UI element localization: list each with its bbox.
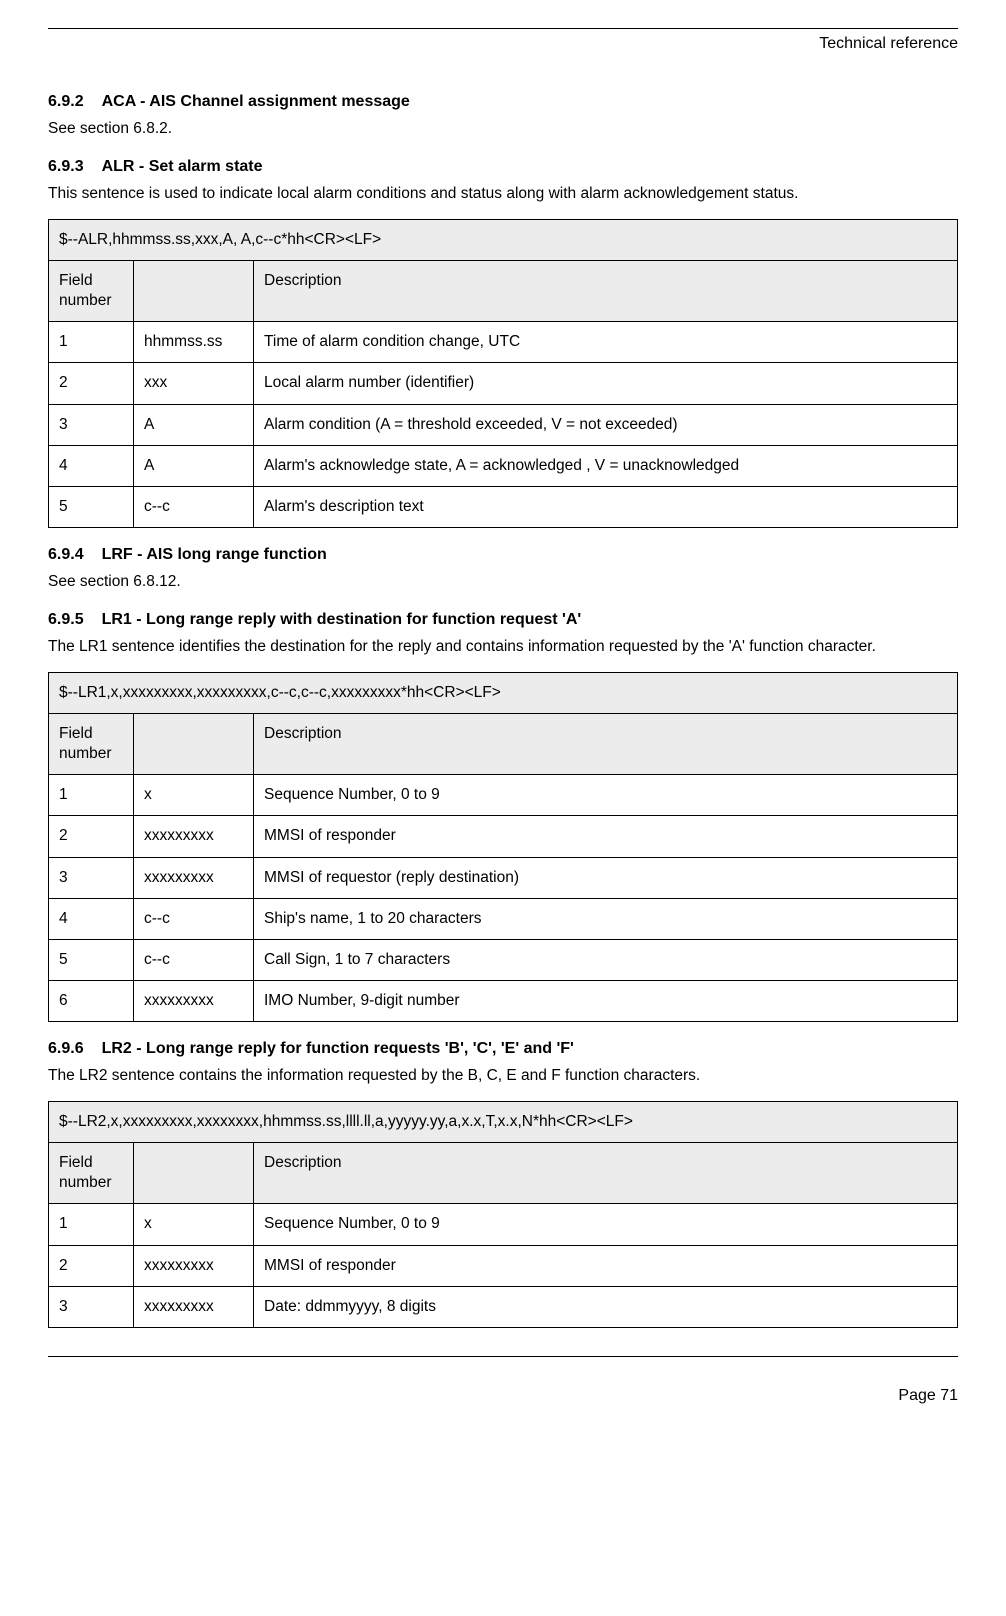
body-693: This sentence is used to indicate local … [48, 184, 958, 205]
cell-desc: IMO Number, 9-digit number [254, 980, 958, 1021]
cell-field: xxxxxxxxx [134, 857, 254, 898]
cell-desc: MMSI of responder [254, 1245, 958, 1286]
col-header [134, 260, 254, 321]
cell-desc: MMSI of responder [254, 816, 958, 857]
table-row: 4 c--c Ship's name, 1 to 20 characters [49, 898, 958, 939]
cell-field: c--c [134, 898, 254, 939]
top-rule [48, 28, 958, 29]
body-692: See section 6.8.2. [48, 119, 958, 140]
cell-field: c--c [134, 939, 254, 980]
cell-desc: Time of alarm condition change, UTC [254, 322, 958, 363]
table-row: 1 hhmmss.ss Time of alarm condition chan… [49, 322, 958, 363]
heading-693: 6.9.3 ALR - Set alarm state [48, 158, 958, 176]
table-row: 1 x Sequence Number, 0 to 9 [49, 775, 958, 816]
table-lr2: $--LR2,x,xxxxxxxxx,xxxxxxxx,hhmmss.ss,ll… [48, 1101, 958, 1328]
cell-desc: MMSI of requestor (reply destination) [254, 857, 958, 898]
cell-desc: Call Sign, 1 to 7 characters [254, 939, 958, 980]
page-number: Page 71 [48, 1387, 958, 1405]
heading-696: 6.9.6 LR2 - Long range reply for function… [48, 1040, 958, 1058]
cell-field: c--c [134, 486, 254, 527]
heading-title: ALR - Set alarm state [102, 158, 263, 175]
table-row: 3 xxxxxxxxx MMSI of requestor (reply des… [49, 857, 958, 898]
cell-num: 4 [49, 445, 134, 486]
cell-num: 2 [49, 1245, 134, 1286]
cell-desc: Sequence Number, 0 to 9 [254, 1204, 958, 1245]
cell-field: xxxxxxxxx [134, 1286, 254, 1327]
col-header [134, 1143, 254, 1204]
table-row: 1 x Sequence Number, 0 to 9 [49, 1204, 958, 1245]
cell-num: 1 [49, 1204, 134, 1245]
col-header: Description [254, 260, 958, 321]
col-header: Field number [49, 713, 134, 774]
cell-desc: Alarm condition (A = threshold exceeded,… [254, 404, 958, 445]
heading-num: 6.9.5 [48, 611, 84, 629]
heading-title: LR2 - Long range reply for function requ… [102, 1040, 574, 1057]
heading-num: 6.9.6 [48, 1040, 84, 1058]
format-cell: $--ALR,hhmmss.ss,xxx,A, A,c--c*hh<CR><LF… [49, 219, 958, 260]
heading-title: LR1 - Long range reply with destination … [102, 611, 582, 628]
table-lr1: $--LR1,x,xxxxxxxxx,xxxxxxxxx,c--c,c--c,x… [48, 672, 958, 1022]
cell-num: 2 [49, 816, 134, 857]
cell-num: 4 [49, 898, 134, 939]
cell-field: hhmmss.ss [134, 322, 254, 363]
cell-num: 6 [49, 980, 134, 1021]
cell-num: 2 [49, 363, 134, 404]
cell-field: A [134, 404, 254, 445]
cell-field: x [134, 775, 254, 816]
cell-desc: Date: ddmmyyyy, 8 digits [254, 1286, 958, 1327]
heading-num: 6.9.4 [48, 546, 84, 564]
heading-num: 6.9.3 [48, 158, 84, 176]
col-header: Description [254, 713, 958, 774]
cell-field: xxxxxxxxx [134, 1245, 254, 1286]
heading-title: LRF - AIS long range function [102, 546, 327, 563]
cell-num: 5 [49, 486, 134, 527]
col-header: Description [254, 1143, 958, 1204]
heading-title: ACA - AIS Channel assignment message [102, 93, 410, 110]
cell-desc: Sequence Number, 0 to 9 [254, 775, 958, 816]
col-header [134, 713, 254, 774]
heading-695: 6.9.5 LR1 - Long range reply with destina… [48, 611, 958, 629]
body-694: See section 6.8.12. [48, 572, 958, 593]
cell-desc: Local alarm number (identifier) [254, 363, 958, 404]
cell-field: A [134, 445, 254, 486]
table-row: 3 A Alarm condition (A = threshold excee… [49, 404, 958, 445]
cell-field: xxxxxxxxx [134, 980, 254, 1021]
heading-694: 6.9.4 LRF - AIS long range function [48, 546, 958, 564]
bottom-rule [48, 1356, 958, 1357]
cell-num: 5 [49, 939, 134, 980]
table-row: 5 c--c Alarm's description text [49, 486, 958, 527]
cell-desc: Alarm's acknowledge state, A = acknowled… [254, 445, 958, 486]
cell-field: xxx [134, 363, 254, 404]
table-row: 6 xxxxxxxxx IMO Number, 9-digit number [49, 980, 958, 1021]
format-cell: $--LR1,x,xxxxxxxxx,xxxxxxxxx,c--c,c--c,x… [49, 672, 958, 713]
cell-num: 1 [49, 322, 134, 363]
body-695: The LR1 sentence identifies the destinat… [48, 637, 958, 658]
table-row: 4 A Alarm's acknowledge state, A = ackno… [49, 445, 958, 486]
table-row: 2 xxxxxxxxx MMSI of responder [49, 816, 958, 857]
table-row: 3 xxxxxxxxx Date: ddmmyyyy, 8 digits [49, 1286, 958, 1327]
table-row: 2 xxx Local alarm number (identifier) [49, 363, 958, 404]
cell-field: x [134, 1204, 254, 1245]
cell-desc: Alarm's description text [254, 486, 958, 527]
heading-num: 6.9.2 [48, 93, 84, 111]
table-row: 5 c--c Call Sign, 1 to 7 characters [49, 939, 958, 980]
cell-num: 3 [49, 857, 134, 898]
heading-692: 6.9.2 ACA - AIS Channel assignment messag… [48, 93, 958, 111]
cell-num: 1 [49, 775, 134, 816]
format-cell: $--LR2,x,xxxxxxxxx,xxxxxxxx,hhmmss.ss,ll… [49, 1102, 958, 1143]
cell-field: xxxxxxxxx [134, 816, 254, 857]
cell-num: 3 [49, 1286, 134, 1327]
cell-desc: Ship's name, 1 to 20 characters [254, 898, 958, 939]
doc-header: Technical reference [48, 35, 958, 53]
col-header: Field number [49, 260, 134, 321]
body-696: The LR2 sentence contains the informatio… [48, 1066, 958, 1087]
cell-num: 3 [49, 404, 134, 445]
table-row: 2 xxxxxxxxx MMSI of responder [49, 1245, 958, 1286]
col-header: Field number [49, 1143, 134, 1204]
table-alr: $--ALR,hhmmss.ss,xxx,A, A,c--c*hh<CR><LF… [48, 219, 958, 528]
